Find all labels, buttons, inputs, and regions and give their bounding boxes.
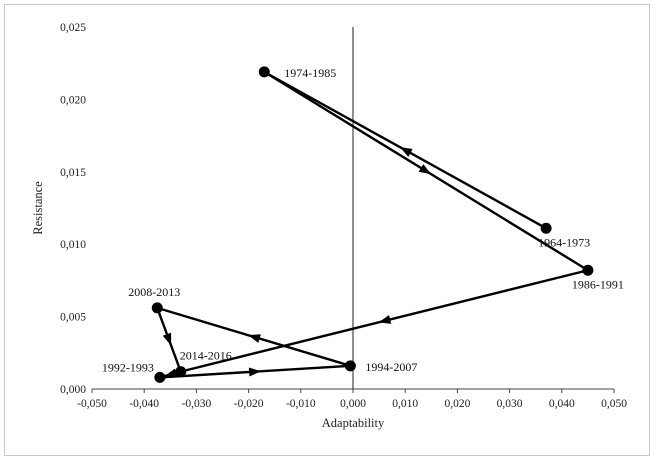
- x-tick-label: -0,030: [182, 398, 212, 410]
- x-tick-label: -0,010: [286, 398, 316, 410]
- x-axis-ticks: -0,050 -0,040 -0,030 -0,020 -0,010 0,000 0,010…: [77, 389, 627, 410]
- direction-arrow: [248, 367, 262, 377]
- direction-arrow: [248, 334, 261, 343]
- x-axis-title: Adaptability: [322, 416, 385, 430]
- y-tick-label: 0,020: [60, 94, 86, 106]
- x-tick-label: 0,010: [392, 398, 418, 410]
- direction-arrow: [399, 147, 413, 157]
- y-tick-label: 0,015: [60, 167, 86, 179]
- direction-arrow: [378, 315, 392, 324]
- direction-arrow: [418, 164, 432, 175]
- point-label: 1994-2007: [365, 360, 417, 374]
- x-tick-label: -0,050: [77, 398, 107, 410]
- data-point-marker: [582, 264, 594, 276]
- x-tick-label: 0,040: [549, 398, 575, 410]
- data-point-marker: [154, 371, 166, 383]
- point-label: 2008-2013: [128, 285, 180, 299]
- y-tick-label: 0,010: [60, 239, 86, 251]
- point-label: 1986-1991: [572, 277, 624, 291]
- y-axis-title: Resistance: [31, 181, 45, 235]
- point-label: 2014-2016: [180, 349, 232, 363]
- x-tick-label: -0,020: [234, 398, 264, 410]
- point-label: 1964-1973: [538, 235, 590, 249]
- x-tick-label: 0,030: [497, 398, 523, 410]
- direction-arrow: [162, 332, 172, 346]
- point-labels: 1964-1973 1974-1985 1986-1991 1992-1993 1994…: [102, 66, 624, 375]
- y-tick-label: 0,005: [60, 312, 86, 324]
- x-tick-label: -0,040: [129, 398, 159, 410]
- data-point-marker: [258, 66, 270, 78]
- y-tick-label: 0,000: [60, 384, 86, 396]
- data-point-marker: [344, 360, 356, 372]
- direction-arrow: [164, 368, 178, 378]
- x-tick-label: 0,050: [601, 398, 627, 410]
- data-point-marker: [540, 222, 552, 234]
- path-series: [156, 70, 589, 379]
- point-label: 1992-1993: [102, 360, 154, 374]
- y-axis-ticks: 0,000 0,005 0,010 0,015 0,020 0,025: [60, 22, 86, 396]
- data-points: [151, 66, 594, 383]
- point-label: 1974-1985: [284, 66, 336, 80]
- y-tick-label: 0,025: [60, 22, 86, 34]
- x-tick-label: 0,000: [340, 398, 366, 410]
- x-tick-label: 0,020: [444, 398, 470, 410]
- data-point-marker: [175, 366, 187, 378]
- data-point-marker: [151, 302, 163, 314]
